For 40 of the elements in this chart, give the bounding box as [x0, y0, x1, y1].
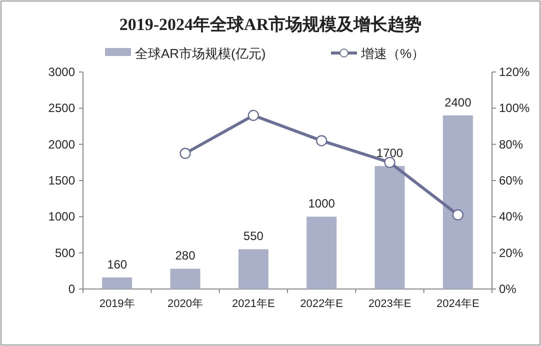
point: [180, 148, 191, 159]
legend-label: 增速（%）: [360, 46, 425, 61]
y-tick-label: 500: [54, 246, 76, 260]
y-tick-label: 1500: [48, 174, 76, 188]
point: [248, 110, 260, 121]
y-tick-label: 3000: [48, 65, 76, 79]
x-tick-label: 2019年: [99, 298, 135, 310]
data-label: 160: [107, 257, 128, 272]
point: [384, 156, 396, 168]
data-label: 2400: [444, 95, 472, 110]
bar: [102, 277, 132, 289]
data-label: 280: [175, 248, 196, 263]
y2-tick-label: 120%: [499, 65, 530, 79]
x-tick-label: 2020年: [168, 298, 203, 310]
x-tick-label: 2024年E: [436, 298, 480, 310]
bar: [374, 166, 405, 289]
data-label: 1000: [308, 196, 336, 211]
y-tick-label: 2000: [48, 137, 76, 152]
y2-tick-label: 80%: [499, 137, 524, 152]
y-tick-label: 1000: [48, 210, 76, 224]
data-label: 550: [243, 229, 264, 244]
point: [452, 209, 464, 220]
y2-tick-label: 60%: [499, 174, 524, 188]
x-tick-label: 2021年E: [232, 298, 275, 310]
chart-title: 2019-2024年全球AR市场规模及增长趋势: [119, 15, 422, 34]
y2-tick-label: 20%: [499, 246, 524, 260]
y2-tick-label: 100%: [499, 101, 530, 116]
bar: [170, 268, 200, 289]
y-tick-label: 0: [68, 282, 76, 296]
x-tick-label: 2022年E: [300, 298, 343, 310]
bar: [442, 115, 473, 289]
data-label: 1700: [376, 146, 404, 160]
x-tick-label: 2023年E: [368, 298, 412, 310]
y2-tick-label: 40%: [499, 210, 524, 224]
bar: [306, 216, 337, 289]
bar: [238, 249, 268, 289]
point: [316, 135, 328, 146]
y2-tick-label: 0%: [499, 282, 517, 296]
y-tick-label: 2500: [48, 101, 76, 116]
legend-label: 全球AR市场规模(亿元): [135, 46, 266, 61]
